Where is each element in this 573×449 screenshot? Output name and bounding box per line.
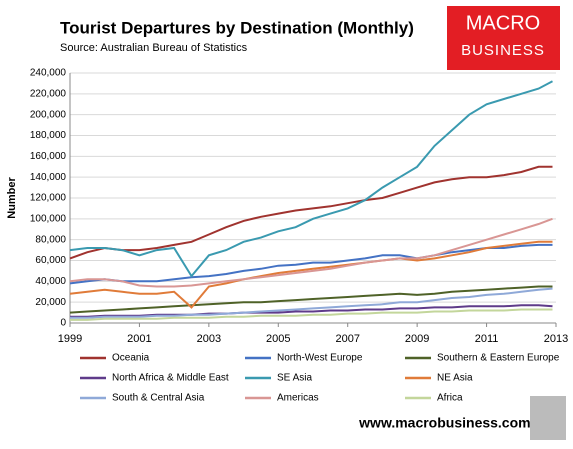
series-line [70,304,553,318]
y-axis-label: Number [6,177,18,219]
series-line [69,285,553,314]
y-tick-label: 40,000 [35,276,66,287]
series-line [69,243,553,285]
legend-label: SE Asia [277,373,312,384]
y-tick-label: 100,000 [30,213,67,224]
x-tick-label: 2013 [544,333,568,345]
x-tick-label: 2001 [127,333,151,345]
series-line [70,308,553,321]
x-tick-label: 2005 [266,333,290,345]
y-tick-label: 180,000 [30,130,67,141]
chart-title: Tourist Departures by Destination (Month… [60,18,414,37]
logo-text: BUSINESS [461,42,545,59]
series-line [69,240,553,309]
x-tick-label: 2003 [197,333,221,345]
series-line [69,165,553,260]
y-tick-label: 80,000 [35,234,66,245]
legend-label: NE Asia [437,373,473,384]
website: www.macrobusiness.com.au [358,415,551,431]
y-tick-label: 60,000 [35,255,66,266]
x-tick-label: 2011 [475,333,499,345]
y-tick-label: 140,000 [30,172,67,183]
chart-subtitle: Source: Australian Bureau of Statistics [60,42,248,54]
logo-text: MACRO [466,12,540,34]
y-tick-label: 220,000 [30,88,67,99]
series-line [69,80,553,278]
legend-label: Oceania [112,353,150,364]
logo-image [530,396,566,440]
logo [447,6,560,70]
x-tick-label: 2009 [405,333,429,345]
series-line [70,287,553,319]
legend-label: Africa [437,393,463,404]
x-tick-label: 1999 [58,333,82,345]
y-tick-label: 20,000 [35,297,66,308]
legend-label: North-West Europe [277,353,363,364]
x-tick-label: 2007 [335,333,359,345]
legend-label: Southern & Eastern Europe [437,353,560,364]
series-line [69,217,553,288]
y-tick-label: 120,000 [30,193,67,204]
y-tick-label: 240,000 [30,68,67,79]
legend-label: South & Central Asia [112,393,205,404]
legend-label: Americas [277,393,319,404]
y-tick-label: 160,000 [30,151,67,162]
y-tick-label: 0 [60,318,66,329]
legend-label: North Africa & Middle East [112,373,229,384]
y-tick-label: 200,000 [30,109,67,120]
